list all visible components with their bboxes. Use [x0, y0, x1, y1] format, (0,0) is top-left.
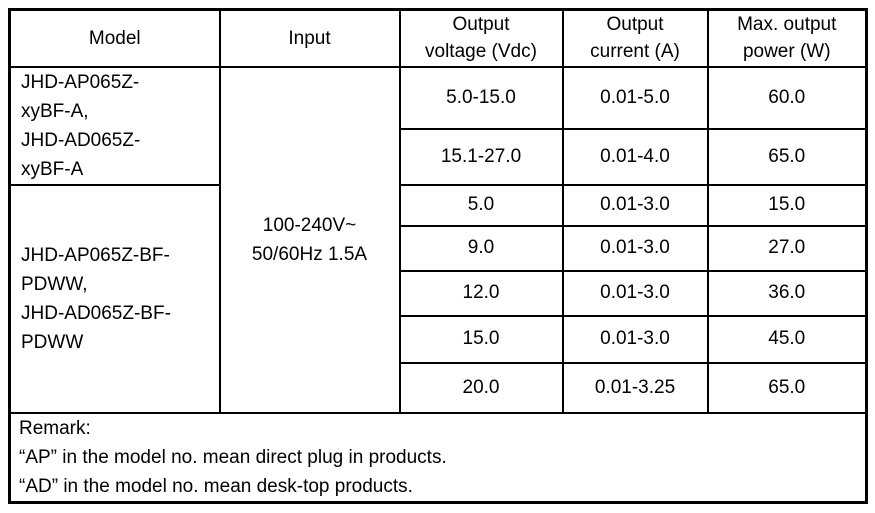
voltage-cell: 15.0 [398, 314, 564, 364]
current-cell: 0.01-5.0 [561, 65, 709, 131]
current-cell: 0.01-3.0 [561, 269, 709, 317]
remark-line-ap: “AP” in the model no. mean direct plug i… [19, 446, 447, 468]
table-row: JHD-AP065Z-BF- PDWW, JHD-AD065Z-BF- PDWW… [8, 183, 868, 414]
header-output-current: Output current (A) [561, 8, 709, 68]
remark-row: Remark: “AP” in the model no. mean direc… [8, 411, 868, 503]
input-cell: 100-240V~ 50/60Hz 1.5A [218, 65, 401, 414]
page: Model Input Output voltage (Vdc) Output … [0, 8, 875, 513]
table-row: JHD-AP065Z- xyBF-A, JHD-AD065Z- xyBF-A 1… [8, 65, 868, 414]
power-cell: 45.0 [706, 314, 868, 364]
current-cell: 0.01-3.0 [561, 314, 709, 364]
table-row: 20.0 0.01-3.25 65.0 [10, 361, 868, 414]
power-cell: 60.0 [706, 65, 868, 131]
table-row: 12.0 0.01-3.0 36.0 [10, 269, 868, 317]
current-cell: 0.01-3.0 [561, 224, 709, 272]
remark-line-ad: “AD” in the model no. mean desk-top prod… [19, 475, 413, 497]
remark-cell: Remark: “AP” in the model no. mean direc… [8, 411, 868, 503]
voltage-cell: 15.1-27.0 [398, 128, 564, 186]
model-group-1-cell: JHD-AP065Z- xyBF-A, JHD-AD065Z- xyBF-A [8, 65, 221, 186]
current-cell: 0.01-3.25 [561, 361, 709, 414]
remark-title: Remark: [19, 417, 91, 439]
voltage-cell: 9.0 [398, 224, 564, 272]
header-row: Model Input Output voltage (Vdc) Output … [8, 8, 868, 68]
table-row: 9.0 0.01-3.0 27.0 [10, 224, 868, 272]
power-cell: 36.0 [706, 269, 868, 317]
header-model: Model [8, 8, 221, 68]
current-cell: 0.01-3.0 [561, 183, 709, 227]
voltage-cell: 12.0 [398, 269, 564, 317]
power-cell: 65.0 [706, 361, 868, 414]
power-cell: 27.0 [706, 224, 868, 272]
table-row: 15.0 0.01-3.0 45.0 [10, 314, 868, 364]
header-input: Input [218, 8, 401, 68]
current-cell: 0.01-4.0 [561, 128, 709, 186]
power-cell: 15.0 [706, 183, 868, 227]
header-max-output-power: Max. output power (W) [706, 8, 868, 68]
spec-table: Model Input Output voltage (Vdc) Output … [8, 8, 868, 504]
header-output-voltage: Output voltage (Vdc) [398, 8, 564, 68]
voltage-cell: 5.0 [398, 183, 564, 227]
power-cell: 65.0 [706, 128, 868, 186]
voltage-cell: 5.0-15.0 [398, 65, 564, 131]
model-group-2-cell: JHD-AP065Z-BF- PDWW, JHD-AD065Z-BF- PDWW [8, 183, 221, 414]
table-row: 15.1-27.0 0.01-4.0 65.0 [10, 128, 868, 186]
voltage-cell: 20.0 [398, 361, 564, 414]
